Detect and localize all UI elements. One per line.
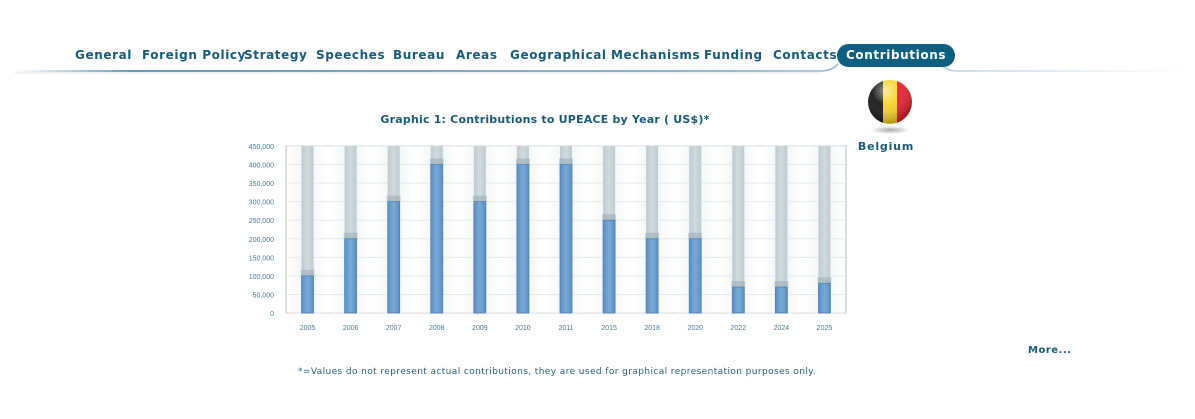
bar-track (732, 146, 745, 313)
bar-2022 (731, 286, 745, 314)
y-tick-label: 300,000 (249, 200, 274, 207)
y-tick-label: 450,000 (249, 144, 274, 151)
more-link[interactable]: More... (1028, 345, 1072, 356)
y-tick-label: 50,000 (253, 292, 275, 299)
bar-track (301, 146, 314, 313)
bar-shadow (731, 281, 746, 288)
bar-track (818, 146, 831, 313)
nav-item-foreign-policy[interactable]: Foreign Policy (142, 48, 247, 62)
bar-shadow (472, 195, 487, 202)
y-tick-label: 400,000 (249, 163, 274, 170)
bar-shadow (688, 232, 703, 239)
bar-2006 (344, 238, 358, 314)
bar-2008 (430, 164, 444, 314)
belgium-flag-icon (864, 78, 916, 136)
bar-shadow (515, 158, 530, 165)
bar-2020 (688, 238, 702, 314)
bar-2007 (387, 201, 401, 314)
y-tick-label: 250,000 (249, 218, 274, 225)
x-tick-label: 2010 (515, 325, 531, 332)
x-tick-label: 2008 (429, 325, 445, 332)
x-tick-label: 2005 (300, 325, 316, 332)
country-name: Belgium (857, 140, 915, 153)
x-tick-label: 2020 (687, 325, 703, 332)
x-tick-label: 2022 (731, 325, 747, 332)
nav-item-contacts[interactable]: Contacts (773, 48, 838, 62)
bar-2009 (473, 201, 487, 314)
bar-2010 (516, 164, 530, 314)
footnote: *=Values do not represent actual contrib… (297, 367, 816, 377)
bar-shadow (817, 277, 832, 284)
nav-item-areas[interactable]: Areas (456, 48, 498, 62)
bar-2011 (559, 164, 573, 314)
y-tick-label: 0 (270, 311, 274, 318)
bar-2005 (301, 275, 314, 314)
bar-shadow (300, 269, 315, 276)
x-tick-label: 2011 (558, 325, 573, 332)
nav-item-bureau[interactable]: Bureau (393, 48, 445, 62)
y-tick-label: 100,000 (249, 274, 274, 281)
y-tick-label: 200,000 (249, 237, 274, 244)
main-nav: General Foreign Policy Strategy Speeches… (0, 42, 1195, 76)
bar-shadow (386, 195, 401, 202)
x-tick-label: 2006 (343, 325, 359, 332)
x-tick-label: 2018 (644, 325, 660, 332)
bar-2025 (818, 282, 831, 314)
bar-track (775, 146, 788, 313)
x-tick-label: 2009 (472, 325, 488, 332)
bar-shadow (645, 232, 660, 239)
bar-shadow (602, 214, 617, 221)
y-tick-label: 150,000 (249, 255, 274, 262)
bar-shadow (343, 232, 358, 239)
bar-2015 (602, 219, 616, 314)
chart-title: Graphic 1: Contributions to UPEACE by Ye… (380, 113, 710, 126)
x-tick-label: 2024 (774, 325, 790, 332)
bar-2024 (774, 286, 788, 314)
bar-shadow (559, 158, 573, 165)
x-tick-label: 2007 (386, 325, 402, 332)
bar-2018 (645, 238, 659, 314)
nav-item-speeches[interactable]: Speeches (316, 48, 386, 62)
nav-item-contributions[interactable]: Contributions (837, 44, 956, 67)
y-tick-label: 350,000 (249, 181, 274, 188)
x-tick-label: 2025 (817, 325, 833, 332)
nav-item-mechanisms[interactable]: Mechanisms (611, 48, 701, 62)
bar-shadow (774, 281, 789, 288)
bar-shadow (429, 158, 444, 165)
nav-item-funding[interactable]: Funding (704, 48, 763, 62)
nav-item-strategy[interactable]: Strategy (244, 48, 308, 62)
nav-item-general[interactable]: General (75, 48, 132, 62)
x-tick-label: 2015 (601, 325, 617, 332)
nav-item-geographical[interactable]: Geographical (510, 48, 607, 62)
